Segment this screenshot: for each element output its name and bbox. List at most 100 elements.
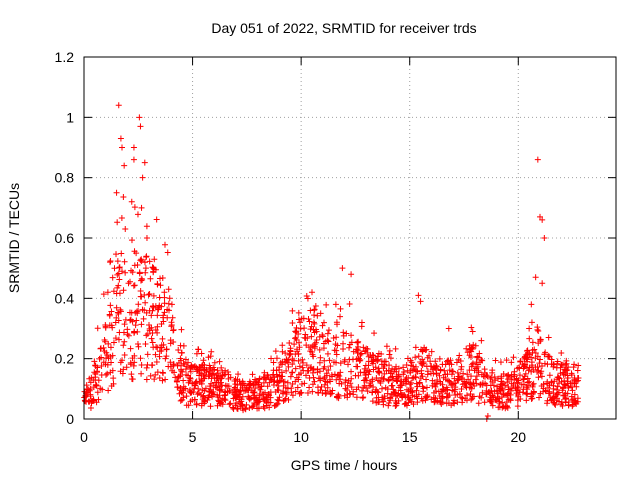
data-point [301, 334, 308, 341]
data-point [475, 369, 482, 376]
data-point [442, 361, 449, 368]
data-point [468, 348, 475, 355]
data-point [185, 402, 192, 409]
data-point [131, 282, 138, 289]
data-point [221, 392, 228, 399]
data-point [266, 404, 273, 411]
data-point [460, 370, 467, 377]
data-point [524, 375, 531, 382]
data-point [387, 395, 394, 402]
data-point [191, 381, 198, 388]
data-point [178, 349, 185, 356]
data-point [419, 347, 426, 354]
data-point [562, 371, 569, 378]
data-point [248, 387, 255, 394]
data-point [412, 374, 419, 381]
data-point [142, 265, 149, 272]
data-point [317, 354, 324, 361]
data-point [219, 369, 226, 376]
data-point [412, 344, 419, 351]
data-point [185, 379, 192, 386]
data-point [195, 385, 202, 392]
data-point [544, 353, 551, 360]
data-point [355, 384, 362, 391]
data-point [452, 391, 459, 398]
data-point [466, 352, 473, 359]
data-point [295, 316, 302, 323]
data-point [113, 251, 120, 258]
data-point [541, 351, 548, 358]
data-point [167, 363, 174, 370]
data-point [514, 403, 521, 410]
data-point [550, 385, 557, 392]
data-point [95, 396, 102, 403]
data-point [564, 378, 571, 385]
data-point [552, 401, 559, 408]
data-point [116, 264, 123, 271]
data-point [252, 376, 259, 383]
data-point [186, 374, 193, 381]
data-point [554, 360, 561, 367]
data-point [143, 376, 150, 383]
data-point [421, 344, 428, 351]
data-point [320, 340, 327, 347]
data-point [378, 385, 385, 392]
data-point [175, 346, 182, 353]
data-point [400, 371, 407, 378]
data-point [250, 389, 257, 396]
data-point [131, 329, 138, 336]
data-point [529, 339, 536, 346]
data-point [358, 319, 365, 326]
data-point [437, 378, 444, 385]
data-point [100, 359, 107, 366]
data-point [553, 386, 560, 393]
data-point [135, 301, 142, 308]
data-point [271, 402, 278, 409]
data-point [121, 351, 128, 358]
data-point [192, 363, 199, 370]
data-point [405, 394, 412, 401]
data-point [128, 237, 135, 244]
data-point [521, 361, 528, 368]
data-point [188, 362, 195, 369]
data-point [548, 379, 555, 386]
data-point [492, 377, 499, 384]
data-point [570, 396, 577, 403]
data-point [191, 396, 198, 403]
data-point [370, 357, 377, 364]
data-point [526, 325, 533, 332]
data-point [126, 309, 133, 316]
data-point [479, 389, 486, 396]
data-point [426, 352, 433, 359]
data-point [284, 379, 291, 386]
data-point [285, 363, 292, 370]
data-point [308, 363, 315, 370]
data-point [562, 382, 569, 389]
data-point [519, 389, 526, 396]
data-point [168, 323, 175, 330]
data-point [464, 371, 471, 378]
data-point [132, 322, 139, 329]
data-point [432, 383, 439, 390]
data-point [392, 393, 399, 400]
data-point [350, 391, 357, 398]
data-point [307, 307, 314, 314]
data-point [534, 324, 541, 331]
data-point [457, 357, 464, 364]
data-point [193, 400, 200, 407]
data-point [472, 376, 479, 383]
data-point [555, 398, 562, 405]
data-point [476, 350, 483, 357]
data-point [537, 213, 543, 220]
data-point [204, 397, 211, 404]
data-point [157, 282, 164, 289]
data-point [170, 338, 177, 345]
data-point [312, 302, 319, 309]
data-point [292, 365, 299, 372]
data-point [374, 388, 381, 395]
data-point [463, 379, 470, 386]
data-point [380, 365, 387, 372]
data-point [138, 204, 145, 211]
data-point [151, 256, 158, 263]
data-point [458, 366, 465, 373]
